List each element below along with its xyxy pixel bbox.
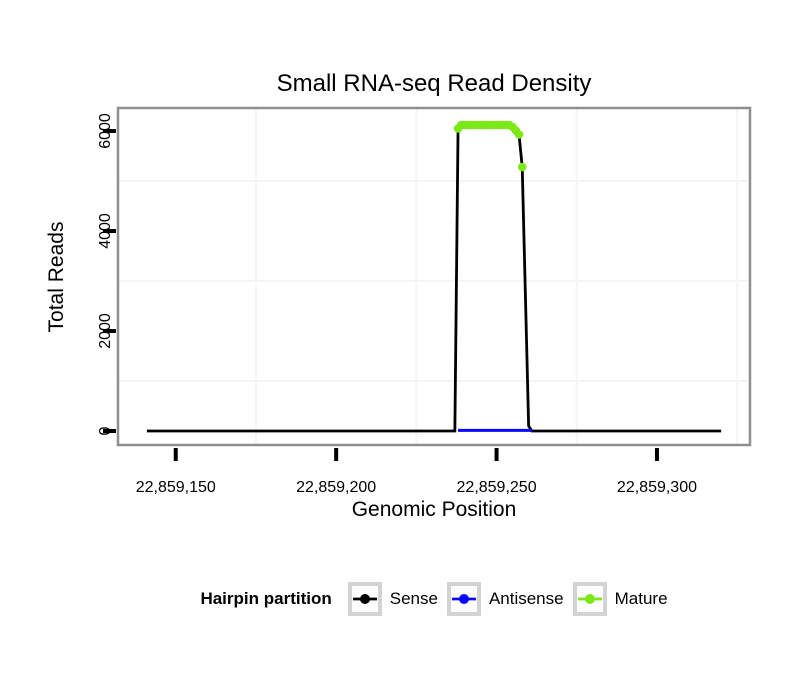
legend-dot-icon [359, 593, 370, 604]
legend: Hairpin partition Sense Antisense Mature [58, 581, 810, 617]
legend-label-sense: Sense [389, 588, 438, 608]
x-tick-label: 22,859,200 [296, 479, 376, 496]
legend-glyph-sense [352, 593, 377, 604]
legend-key-sense [347, 581, 382, 616]
y-tick-label: 4000 [97, 213, 114, 249]
legend-dot-icon [458, 593, 469, 604]
legend-dot-icon [584, 593, 595, 604]
y-tick-label: 6000 [97, 113, 114, 149]
panel-border [116, 106, 752, 447]
legend-label-antisense: Antisense [488, 588, 564, 608]
legend-label-mature: Mature [614, 588, 668, 608]
y-tick-label: 2000 [97, 313, 114, 349]
legend-items: Sense Antisense Mature [347, 581, 668, 617]
x-tick-label: 22,859,150 [136, 479, 216, 496]
sense-line [146, 123, 722, 433]
legend-glyph-antisense [451, 593, 476, 604]
mature-point [517, 162, 527, 172]
y-tick-label: 0 [97, 426, 114, 435]
legend-glyph-mature [577, 593, 602, 604]
legend-item-mature: Mature [572, 581, 668, 616]
legend-key-antisense [446, 581, 481, 616]
mature-point [514, 130, 524, 139]
x-tick-label: 22,859,300 [617, 479, 697, 496]
y-axis-title: Total Reads [45, 221, 68, 333]
plot-title: Small RNA-seq Read Density [276, 70, 592, 97]
legend-title: Hairpin partition [200, 589, 332, 608]
plot-canvas: 22,859,150 22,859,200 22,859,250 22,859,300… [97, 106, 752, 496]
x-tick-label: 22,859,250 [457, 479, 537, 496]
legend-item-sense: Sense [347, 581, 438, 616]
x-axis-title: Genomic Position [351, 498, 517, 521]
legend-item-antisense: Antisense [446, 581, 564, 616]
legend-key-mature [572, 581, 607, 616]
